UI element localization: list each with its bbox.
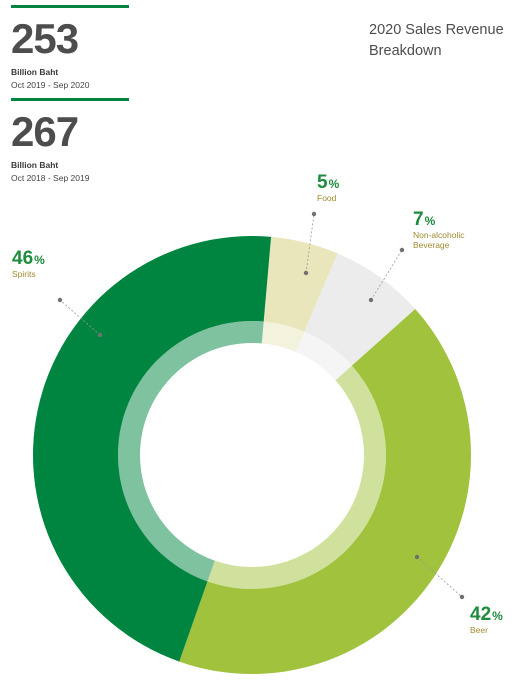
slice-category-label-spirits: Spirits	[12, 269, 36, 279]
donut-inner-band-beer	[207, 365, 387, 589]
slice-value-label-spirits: 46%	[12, 248, 45, 269]
slice-category-label-non-alcoholic-beverage: Beverage	[413, 240, 450, 250]
stat-unit: Billion Baht	[11, 160, 59, 170]
slice-value-label-non-alcoholic-beverage: 7%	[413, 209, 436, 230]
donut-slice-non-alcoholic-beverage	[304, 253, 416, 366]
leader-end-dot-spirits	[57, 297, 63, 303]
stat-value: 253	[11, 15, 79, 62]
slice-value-label-beer: 42%	[470, 604, 503, 625]
leader-end-dot-beer	[459, 594, 465, 600]
leader-dot-beer	[414, 554, 420, 560]
stat-current: 253 Billion Baht Oct 2019 - Sep 2020	[11, 5, 129, 90]
donut-inner-band-non-alcoholic-beverage	[295, 331, 352, 381]
slice-value-label-food: 5%	[317, 172, 340, 193]
slice-category-label-beer: Beer	[470, 625, 488, 635]
donut-inner-band-spirits	[118, 321, 264, 582]
slice-category-label-food: Food	[317, 193, 337, 203]
leader-end-dot-non-alcoholic-beverage	[399, 247, 405, 253]
leader-line-spirits	[59, 299, 101, 336]
donut-inner-band-food	[261, 321, 305, 352]
donut-slice-food	[263, 236, 338, 332]
stat-value: 267	[11, 108, 79, 155]
leader-end-dot-food	[311, 211, 317, 217]
leader-dot-spirits	[97, 332, 103, 338]
chart-title-line-2: Breakdown	[369, 43, 442, 59]
leader-dot-non-alcoholic-beverage	[368, 297, 374, 303]
chart-title-line-1: 2020 Sales Revenue	[369, 22, 504, 38]
stat-previous: 267 Billion Baht Oct 2018 - Sep 2019	[11, 98, 129, 183]
chart-title: 2020 Sales Revenue Breakdown	[369, 20, 519, 62]
donut-slice-spirits	[33, 236, 272, 662]
slice-category-label-non-alcoholic-beverage: Non-alcoholic	[413, 230, 465, 240]
leader-line-food	[305, 213, 315, 274]
stat-divider	[11, 5, 129, 8]
stat-period: Oct 2019 - Sep 2020	[11, 80, 90, 90]
leader-line-non-alcoholic-beverage	[370, 249, 403, 301]
donut-slice-beer	[179, 309, 471, 674]
leader-dot-food	[303, 270, 309, 276]
stat-divider	[11, 98, 129, 101]
stat-unit: Billion Baht	[11, 67, 59, 77]
stat-period: Oct 2018 - Sep 2019	[11, 173, 90, 183]
